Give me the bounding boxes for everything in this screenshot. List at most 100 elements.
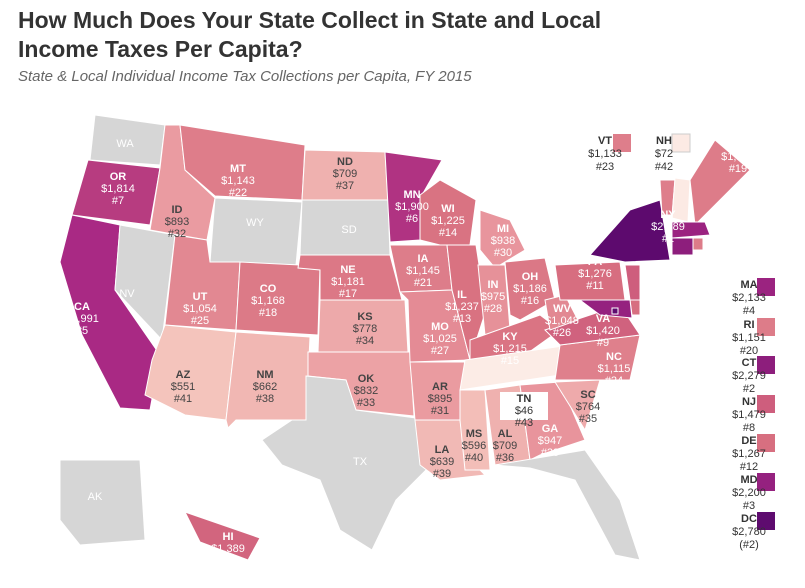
state-rank: #28 xyxy=(484,303,502,315)
state-value: $975 xyxy=(481,291,505,303)
state-abbr: AL xyxy=(498,428,513,440)
state-value: $2,279 xyxy=(732,370,766,382)
state-value: $895 xyxy=(428,393,452,405)
state-rank: #1 xyxy=(662,233,674,245)
state-value: $2,133 xyxy=(732,292,766,304)
state-abbr: NM xyxy=(256,369,273,381)
state-abbr: OH xyxy=(522,271,539,283)
state xyxy=(59,459,146,546)
state xyxy=(209,197,303,266)
legend-swatch xyxy=(757,356,775,374)
state-abbr: CO xyxy=(260,283,277,295)
state-rank: #7 xyxy=(112,195,124,207)
state-abbr: KS xyxy=(357,311,372,323)
state-value: $1,181 xyxy=(331,276,365,288)
state-abbr: MI xyxy=(497,223,509,235)
state-value: $1,153 xyxy=(721,151,755,163)
state-abbr: FL xyxy=(626,506,639,518)
state-rank: #14 xyxy=(439,227,457,239)
state-abbr: CT xyxy=(742,357,757,369)
state-abbr: VA xyxy=(596,313,611,325)
state-value: $2,789 xyxy=(651,221,685,233)
state-value: $1,479 xyxy=(732,409,766,421)
legend-swatch xyxy=(757,395,775,413)
state-rank: #10 xyxy=(219,555,237,567)
state-abbr: PA xyxy=(588,256,603,268)
state-abbr: MD xyxy=(740,474,757,486)
state-value: $1,115 xyxy=(598,363,631,375)
state-abbr: ID xyxy=(172,204,183,216)
state-value: $2,780 xyxy=(732,526,766,538)
state-rank: #29 xyxy=(541,447,559,459)
state-abbr: LA xyxy=(435,444,450,456)
subtitle: State & Local Individual Income Tax Coll… xyxy=(18,68,472,85)
state xyxy=(494,449,641,561)
state-rank: #18 xyxy=(259,307,277,319)
state-abbr: DE xyxy=(741,435,756,447)
state-abbr: NY xyxy=(660,209,676,221)
state-abbr: OR xyxy=(110,171,127,183)
legend-swatch xyxy=(757,434,775,452)
state-rank: #19 xyxy=(729,163,747,175)
state-rank: #32 xyxy=(168,228,186,240)
state-abbr: VT xyxy=(598,135,612,147)
state-value: $893 xyxy=(165,216,189,228)
state-rank: #42 xyxy=(655,161,673,173)
state xyxy=(671,237,694,256)
state-rank: #16 xyxy=(521,295,539,307)
state-value: $1,133 xyxy=(588,148,622,160)
state-abbr: DC xyxy=(741,513,757,525)
state xyxy=(554,379,601,432)
state-rank: #39 xyxy=(433,468,451,480)
legend-swatch xyxy=(757,318,775,336)
state-rank: #11 xyxy=(586,280,604,292)
state-abbr: NH xyxy=(656,135,672,147)
state-abbr: MO xyxy=(431,321,449,333)
state-rank: #4 xyxy=(743,305,755,317)
state-value: $1,276 xyxy=(578,268,612,280)
state xyxy=(504,257,556,321)
state-value: $1,991 xyxy=(65,313,99,325)
state-abbr: IN xyxy=(488,279,499,291)
state-abbr: OK xyxy=(358,373,375,385)
state-value: $1,054 xyxy=(183,303,217,315)
state-abbr: KY xyxy=(502,331,518,343)
state xyxy=(144,324,237,421)
state-value: $947 xyxy=(538,435,562,447)
state-value: $1,025 xyxy=(423,333,457,345)
state-abbr: ND xyxy=(337,156,353,168)
state-abbr: AR xyxy=(432,381,448,393)
state-abbr: NV xyxy=(119,288,135,300)
state-abbr: SC xyxy=(580,389,595,401)
state-abbr: RI xyxy=(744,319,755,331)
state-abbr: CA xyxy=(74,301,90,313)
state-rank: #24 xyxy=(605,375,623,387)
state-value: $1,420 xyxy=(586,325,620,337)
state xyxy=(611,307,619,315)
state-rank: #8 xyxy=(743,422,755,434)
state-rank: #30 xyxy=(494,247,512,259)
state-abbr: UT xyxy=(193,291,208,303)
legend-swatch xyxy=(757,512,775,530)
state xyxy=(671,221,711,239)
state-rank: #17 xyxy=(339,288,357,300)
state-rank: #25 xyxy=(191,315,209,327)
state-abbr: IL xyxy=(457,289,467,301)
state xyxy=(398,289,471,363)
state-value: $639 xyxy=(430,456,454,468)
state-abbr: WV xyxy=(553,303,571,315)
state-rank: #23 xyxy=(596,161,614,173)
state-value: $1,143 xyxy=(221,175,255,187)
state-rank: #34 xyxy=(356,335,374,347)
state-value: $1,168 xyxy=(251,295,285,307)
state-value: $1,048 xyxy=(545,315,579,327)
state xyxy=(459,389,491,471)
state xyxy=(71,159,161,226)
state-value: $764 xyxy=(576,401,600,413)
state-value: $1,900 xyxy=(395,201,429,213)
state-value: $938 xyxy=(491,235,515,247)
state-value: $832 xyxy=(354,385,378,397)
state-abbr: TX xyxy=(353,456,368,468)
title: How Much Does Your State Collect in Stat… xyxy=(18,7,602,62)
state-rank: #43 xyxy=(515,417,533,429)
